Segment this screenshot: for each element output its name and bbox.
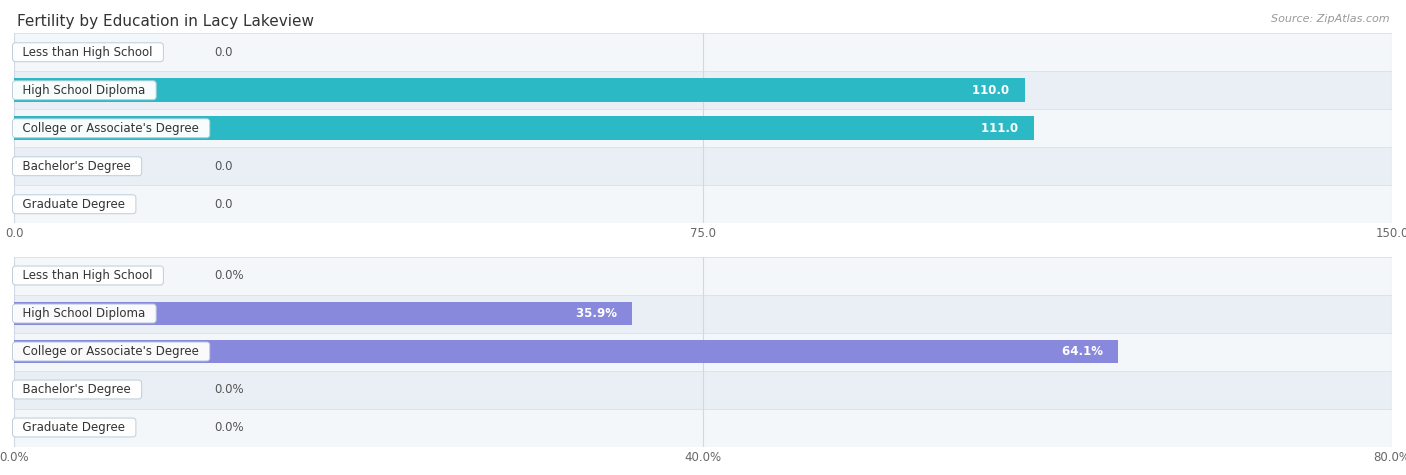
Bar	[14, 370, 1392, 408]
Text: 0.0%: 0.0%	[214, 269, 243, 282]
Text: 0.0%: 0.0%	[214, 383, 243, 396]
Bar	[14, 109, 1392, 147]
Text: 0.0: 0.0	[214, 198, 232, 211]
Text: Bachelor's Degree: Bachelor's Degree	[15, 160, 139, 173]
Bar	[14, 78, 1025, 102]
Bar	[14, 408, 1392, 446]
Text: College or Associate's Degree: College or Associate's Degree	[15, 345, 207, 358]
Bar	[14, 71, 1392, 109]
Text: 64.1%: 64.1%	[1062, 345, 1111, 358]
Text: High School Diploma: High School Diploma	[15, 84, 153, 97]
Text: Less than High School: Less than High School	[15, 46, 160, 59]
Text: High School Diploma: High School Diploma	[15, 307, 153, 320]
Text: 0.0: 0.0	[214, 46, 232, 59]
Bar	[14, 185, 1392, 223]
Text: Bachelor's Degree: Bachelor's Degree	[15, 383, 139, 396]
Bar	[14, 256, 1392, 294]
Bar	[14, 340, 1118, 363]
Bar	[14, 147, 1392, 185]
Text: College or Associate's Degree: College or Associate's Degree	[15, 122, 207, 135]
Text: 111.0: 111.0	[981, 122, 1026, 135]
Text: Fertility by Education in Lacy Lakeview: Fertility by Education in Lacy Lakeview	[17, 14, 314, 29]
Bar	[14, 332, 1392, 371]
Text: Source: ZipAtlas.com: Source: ZipAtlas.com	[1271, 14, 1389, 24]
Text: Graduate Degree: Graduate Degree	[15, 198, 134, 211]
Text: 0.0: 0.0	[214, 160, 232, 173]
Bar	[14, 33, 1392, 71]
Text: 35.9%: 35.9%	[576, 307, 626, 320]
Bar	[14, 302, 633, 325]
Text: Graduate Degree: Graduate Degree	[15, 421, 134, 434]
Text: Less than High School: Less than High School	[15, 269, 160, 282]
Bar	[14, 294, 1392, 332]
Bar	[14, 116, 1033, 140]
Text: 0.0%: 0.0%	[214, 421, 243, 434]
Text: 110.0: 110.0	[972, 84, 1018, 97]
